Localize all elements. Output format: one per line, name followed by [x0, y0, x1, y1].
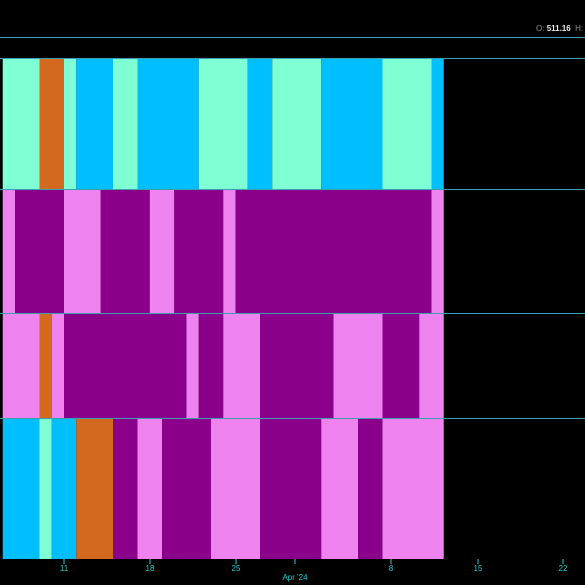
- heatmap-cell: [431, 189, 444, 313]
- heatmap-rows: [2, 58, 444, 559]
- heatmap-cell: [64, 58, 77, 189]
- x-tick-label: 25: [232, 564, 241, 573]
- heatmap-cell: [198, 313, 224, 418]
- x-tick-label: 11: [60, 564, 69, 573]
- heatmap-cell: [223, 189, 236, 313]
- heatmap-cell: [2, 58, 40, 189]
- heatmap-cell: [260, 313, 334, 418]
- heatmap-cell: [358, 418, 383, 559]
- heatmap-cell: [333, 313, 383, 418]
- heatmap-row-4: [2, 418, 444, 559]
- x-tick-label: 8: [389, 564, 394, 573]
- x-tick-label: 15: [474, 564, 483, 573]
- heatmap-cell: [382, 313, 420, 418]
- heatmap-cell: [149, 189, 175, 313]
- heatmap-cell: [51, 418, 77, 559]
- heatmap-cell: [39, 313, 52, 418]
- heatmap-cell: [39, 418, 52, 559]
- heatmap-cell: [321, 58, 383, 189]
- row-separators: [0, 37, 585, 419]
- x-tick-label: 18: [146, 564, 155, 573]
- heatmap-cell: [15, 189, 64, 313]
- heatmap-cell: [64, 189, 101, 313]
- heatmap-cell: [137, 418, 162, 559]
- heatmap-cell: [247, 58, 273, 189]
- heatmap-cell: [76, 418, 113, 559]
- heatmap-cell: [113, 58, 138, 189]
- heatmap-cell: [64, 313, 187, 418]
- time-axis: 11 18 25 Apr '24 8 15 22: [60, 559, 568, 582]
- heatmap-row-1: [2, 58, 444, 189]
- heatmap-cell: [2, 189, 15, 313]
- heatmap-row-2: [2, 189, 444, 313]
- heatmap-cell: [113, 418, 138, 559]
- heatmap-cell: [162, 418, 211, 559]
- heatmap-cell: [51, 313, 64, 418]
- ohlc-readout: O: 511.16 H:: [536, 24, 583, 33]
- heatmap-cell: [431, 58, 444, 189]
- heatmap-cell: [382, 58, 432, 189]
- heatmap-cell: [198, 58, 248, 189]
- heatmap-cell: [272, 58, 322, 189]
- open-label: O:: [536, 24, 545, 33]
- heatmap-cell: [419, 313, 444, 418]
- x-month-label: Apr '24: [282, 573, 308, 582]
- heatmap-cell: [211, 418, 260, 559]
- heatmap-cell: [186, 313, 199, 418]
- heatmap-cell: [39, 58, 64, 189]
- heatmap-row-3: [2, 313, 444, 418]
- heatmap-cell: [382, 418, 444, 559]
- heatmap-cell: [260, 418, 322, 559]
- heatmap-cell: [2, 313, 40, 418]
- heatmap-cell: [223, 313, 260, 418]
- heatmap-cell: [76, 58, 113, 189]
- x-tick-label: 22: [559, 564, 568, 573]
- open-value: 511.16: [546, 24, 571, 33]
- heatmap-cell: [100, 189, 150, 313]
- high-label: H:: [575, 24, 584, 33]
- heatmap-cell: [174, 189, 224, 313]
- heatmap-cell: [321, 418, 358, 559]
- heatmap-cell: [2, 418, 40, 559]
- heatmap-cell: [235, 189, 432, 313]
- heatmap-cell: [137, 58, 199, 189]
